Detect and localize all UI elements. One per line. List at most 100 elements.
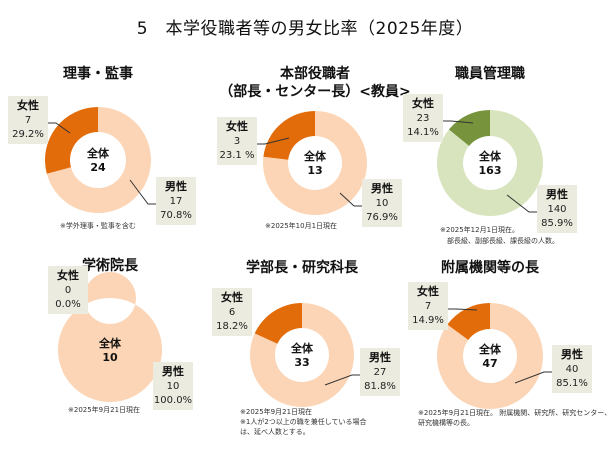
label-percent: 81.8% (364, 381, 396, 392)
label-female: 女性 7 14.9% (408, 282, 478, 330)
chart-footnote: は、延べ人数とする。 (240, 427, 310, 436)
leader-line (129, 179, 156, 205)
chart-title: 附属機関等の長 (441, 259, 540, 276)
label-male: 男性 10 76.9% (339, 179, 402, 227)
chart-footnote: 部長級、副部長級、課長級の人数。 (440, 236, 559, 245)
label-count: 7 (425, 301, 431, 312)
label-percent: 85.9% (541, 218, 573, 229)
slice-male (263, 111, 368, 215)
slice-female (254, 303, 302, 344)
label-category: 女性 (226, 119, 248, 133)
label-category: 男性 (165, 179, 187, 193)
label-count: 27 (374, 367, 387, 378)
label-female: 女性 6 18.2% (212, 288, 252, 336)
label-percent: 70.8% (160, 210, 192, 221)
chart-footnote: 研究機構等の長。 (418, 418, 474, 427)
label-category: 女性 (57, 268, 79, 282)
center-label: 全体 (86, 146, 110, 160)
slice-female (447, 303, 490, 340)
slice-female (263, 111, 315, 160)
label-category: 男性 (162, 364, 184, 378)
label-box-bg (362, 179, 402, 227)
label-box-bg (8, 96, 48, 144)
slice-male (46, 107, 151, 213)
label-percent: 29.2% (12, 129, 44, 140)
label-box-bg (408, 282, 448, 330)
label-category: 男性 (546, 187, 568, 201)
label-box-bg (156, 177, 196, 225)
leader-line (48, 122, 71, 134)
center-label: 全体 (478, 342, 502, 356)
leader-line (443, 120, 474, 124)
label-male: 男性 10 100.0% (153, 362, 193, 410)
label-percent: 76.9% (366, 212, 398, 223)
label-box-bg (212, 288, 252, 336)
leader-line (506, 194, 537, 213)
label-percent: 14.9% (412, 315, 444, 326)
chart-footnote: ※2025年9月21日現在 (68, 405, 140, 414)
label-count: 40 (566, 364, 579, 375)
label-box-bg (153, 362, 193, 410)
chart-title: （部長・センター長）<教員> (219, 83, 410, 100)
center-label: 全体 (290, 341, 314, 355)
label-female: 女性 3 23.1 % (217, 117, 290, 165)
label-percent: 23.1 % (220, 150, 255, 161)
center-total: 47 (482, 357, 497, 370)
chart-footnote: ※学外理事・監事を含む (60, 221, 136, 230)
label-female: 女性 23 14.1% (403, 94, 474, 142)
center-total: 24 (90, 161, 106, 174)
center-total: 163 (479, 164, 502, 177)
center-label: 全体 (478, 149, 502, 163)
label-count: 7 (25, 115, 31, 126)
leader-line (324, 374, 360, 386)
chart-title: 学部長・研究科長 (246, 259, 359, 276)
center-total: 10 (102, 351, 118, 364)
chart-title: 職員管理職 (455, 65, 525, 82)
label-count: 23 (417, 113, 430, 124)
label-male: 男性 40 85.1% (514, 345, 592, 393)
label-count: 10 (376, 198, 389, 209)
slice-female (44, 107, 98, 174)
label-category: 女性 (221, 290, 243, 304)
slice-male (57, 272, 162, 403)
label-box-bg (48, 266, 88, 314)
label-category: 女性 (412, 96, 434, 110)
leader-line (514, 371, 552, 384)
chart-footnote: ※2025年10月1日現在 (265, 221, 337, 230)
center-total: 13 (307, 164, 322, 177)
chart-title: 本部役職者 (280, 65, 350, 82)
label-count: 6 (229, 307, 235, 318)
leader-line (339, 192, 362, 207)
center-total: 33 (294, 356, 309, 369)
label-category: 男性 (369, 350, 391, 364)
label-category: 男性 (561, 347, 583, 361)
center-label: 全体 (98, 336, 122, 350)
label-percent: 18.2% (216, 321, 248, 332)
label-category: 女性 (417, 284, 439, 298)
chart-title: 理事・監事 (63, 65, 133, 82)
slice-female (448, 110, 490, 146)
page-title: 5 本学役職者等の男女比率（2025年度） (136, 19, 474, 39)
label-female: 女性 0 0.0% (48, 266, 88, 314)
label-percent: 0.0% (55, 299, 80, 310)
chart-footnote: ※2025年9月21日現在 (240, 407, 312, 416)
chart-footnote: ※2025年9月21日現在。 附属機関、研究所、研究センター、 (418, 408, 610, 417)
chart-title: 学術院長 (82, 257, 139, 274)
leader-line (257, 137, 290, 145)
center-label: 全体 (303, 149, 327, 163)
label-count: 140 (547, 204, 566, 215)
label-male: 男性 27 81.8% (324, 348, 400, 396)
label-male: 男性 17 70.8% (129, 177, 196, 225)
slice-male (437, 110, 543, 217)
label-box-bg (360, 348, 400, 396)
label-count: 17 (170, 196, 183, 207)
label-percent: 85.1% (556, 378, 588, 389)
label-count: 0 (65, 285, 71, 296)
